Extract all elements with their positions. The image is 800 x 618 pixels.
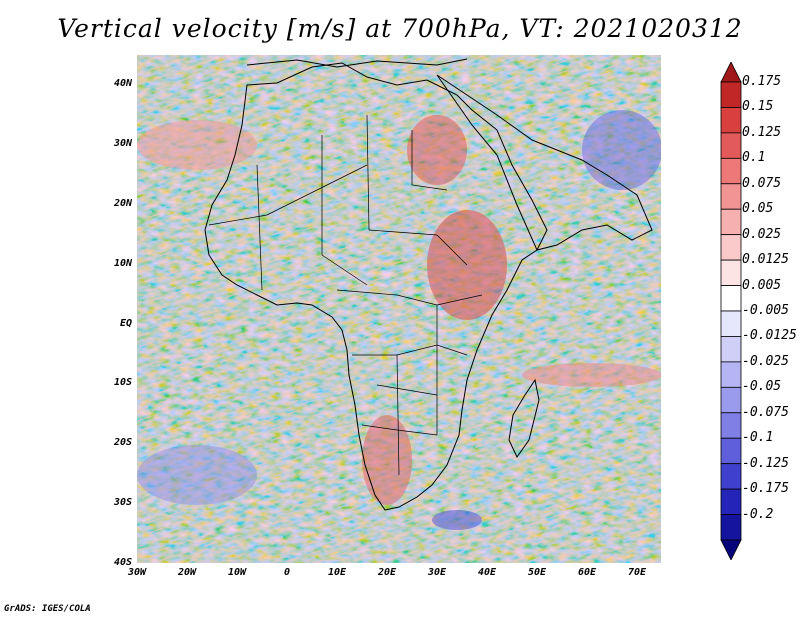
lat-label: 40N	[113, 78, 132, 89]
lon-label: 0	[283, 567, 291, 578]
strong-downdraft-regions	[137, 110, 661, 530]
lon-label: 30E	[427, 567, 447, 578]
lat-label: 20N	[113, 198, 132, 209]
lat-label: 30N	[113, 138, 132, 149]
colorbar-tick-label: 0.075	[742, 175, 782, 191]
colorbar-swatch	[720, 437, 742, 465]
lon-label: 30W	[127, 567, 147, 578]
lat-label: 10S	[113, 377, 132, 388]
colorbar-swatch	[720, 285, 742, 312]
colorbar-tick-label: 0.125	[742, 124, 782, 140]
colorbar-tick-label: 0.0125	[742, 252, 789, 268]
colorbar-swatch	[720, 463, 742, 490]
colorbar-swatch	[720, 183, 742, 210]
colorbar-tick-label: 0.005	[742, 277, 782, 293]
colorbar	[720, 62, 742, 560]
colorbar-swatch	[720, 361, 742, 388]
lat-label: 30S	[113, 497, 132, 508]
lon-label: 20E	[377, 567, 397, 578]
lat-label: 10N	[113, 258, 132, 269]
colorbar-tick-label: 0.05	[742, 201, 774, 217]
lon-label: 10W	[227, 567, 247, 578]
colorbar-tick-label: -0.075	[742, 404, 789, 420]
colorbar-tick-label: -0.05	[742, 379, 782, 395]
colorbar-tick-label: 0.025	[742, 226, 782, 242]
lon-label: 60E	[577, 567, 597, 578]
colorbar-swatch	[720, 514, 742, 541]
colorbar-swatch	[720, 259, 742, 286]
colorbar-top-arrow	[720, 62, 742, 83]
colorbar-swatch	[720, 412, 742, 439]
colorbar-swatch	[720, 310, 742, 337]
lat-label: EQ	[119, 318, 132, 329]
colorbar-swatch	[720, 81, 742, 108]
lon-label: 20W	[177, 567, 197, 578]
lon-label: 40E	[477, 567, 497, 578]
lat-label: 20S	[113, 437, 132, 448]
country-borders	[208, 114, 483, 476]
colorbar-tick-label: -0.2	[742, 506, 774, 522]
lon-label: 50E	[527, 567, 547, 578]
colorbar-tick-label: 0.175	[742, 74, 782, 89]
map-panel	[137, 55, 661, 563]
strong-updraft-regions	[137, 115, 661, 505]
colorbar-swatch	[720, 208, 742, 236]
credit-label: GrADS: IGES/COLA	[4, 604, 91, 614]
colorbar-tick-label: -0.025	[742, 353, 789, 369]
colorbar-swatch	[720, 488, 742, 515]
lon-label: 70E	[627, 567, 647, 578]
lon-label: 10E	[327, 567, 347, 578]
colorbar-swatch	[720, 157, 742, 185]
colorbar-tick-label: -0.175	[742, 481, 789, 497]
colorbar-swatch	[720, 132, 742, 159]
colorbar-tick-label: -0.125	[742, 455, 789, 471]
colorbar-bottom-arrow	[720, 539, 742, 560]
colorbar-swatch	[720, 107, 742, 134]
colorbar-tick-label: 0.15	[742, 99, 774, 115]
coastlines	[204, 58, 653, 511]
colorbar-tick-label: -0.1	[742, 430, 774, 446]
colorbar-swatch	[720, 234, 742, 261]
colorbar-swatch	[720, 336, 742, 363]
colorbar-tick-label: -0.0125	[742, 328, 797, 344]
map-title: Vertical velocity [m/s] at 700hPa, VT: 2…	[57, 14, 743, 43]
lat-label: 40S	[113, 557, 132, 568]
colorbar-tick-label: 0.1	[742, 150, 766, 166]
colorbar-tick-label: -0.005	[742, 303, 789, 318]
colorbar-swatch	[720, 386, 742, 414]
